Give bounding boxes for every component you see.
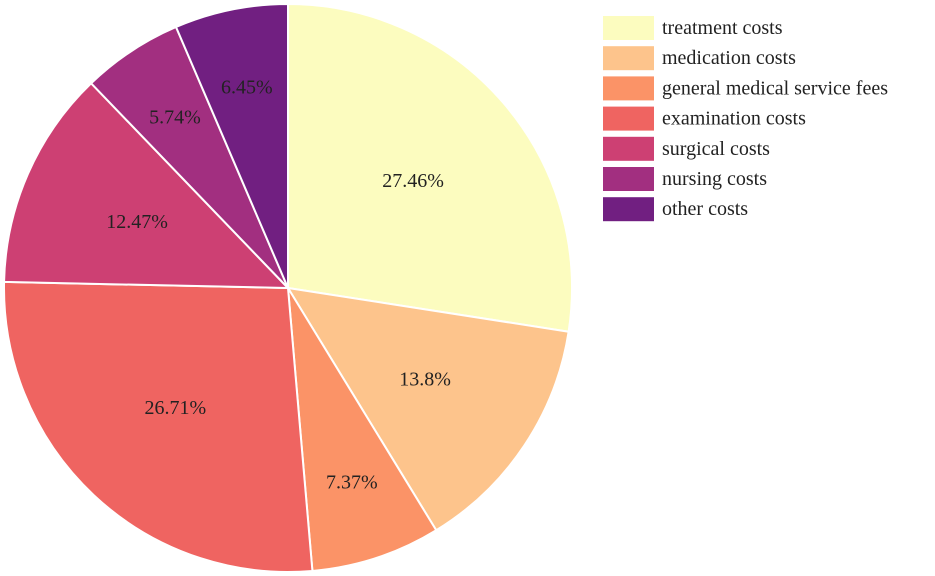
legend-label-surgical-costs: surgical costs — [662, 138, 770, 160]
pie-slice-label-nursing-costs: 5.74% — [149, 107, 201, 129]
legend-swatch-other-costs — [603, 197, 654, 222]
pie-slice-treatment-costs — [287, 2, 573, 333]
pie-slices — [3, 2, 573, 573]
legend: treatment costs medication costs general m… — [603, 16, 888, 222]
legend-swatch-general-medical-service-fees — [603, 76, 654, 101]
legend-label-treatment-costs: treatment costs — [662, 17, 783, 39]
legend-swatch-treatment-costs — [603, 16, 654, 40]
legend-label-other-costs: other costs — [662, 198, 748, 220]
legend-swatch-medication-costs — [603, 46, 654, 71]
pie-slice-label-examination-costs: 26.71% — [145, 397, 207, 419]
pie-slice-examination-costs — [3, 280, 314, 573]
legend-label-examination-costs: examination costs — [662, 108, 806, 130]
legend-swatch-examination-costs — [603, 106, 654, 131]
pie-slice-label-medication-costs: 13.8% — [399, 368, 451, 390]
legend-swatch-nursing-costs — [603, 167, 654, 191]
pie-slice-labels: 27.46% 13.8% 7.37% 26.71% 12.47% 5.74% 6.45% — [106, 77, 451, 494]
pie-slice-label-treatment-costs: 27.46% — [382, 170, 444, 192]
pie-slice-label-surgical-costs: 12.47% — [106, 211, 168, 233]
pie-slice-medication-costs — [286, 286, 570, 532]
legend-label-nursing-costs: nursing costs — [662, 168, 767, 190]
legend-label-medication-costs: medication costs — [662, 47, 796, 69]
legend-swatch-surgical-costs — [603, 136, 654, 161]
legend-label-general-medical-service-fees: general medical service fees — [662, 77, 888, 99]
pie-slice-surgical-costs — [3, 81, 291, 290]
pie-slice-label-general-medical-service-fees: 7.37% — [326, 471, 378, 493]
pie-slice-label-other-costs: 6.45% — [221, 77, 273, 99]
pie-slice-other-costs — [174, 2, 289, 289]
pie-slice-general-medical-service-fees — [287, 287, 438, 573]
